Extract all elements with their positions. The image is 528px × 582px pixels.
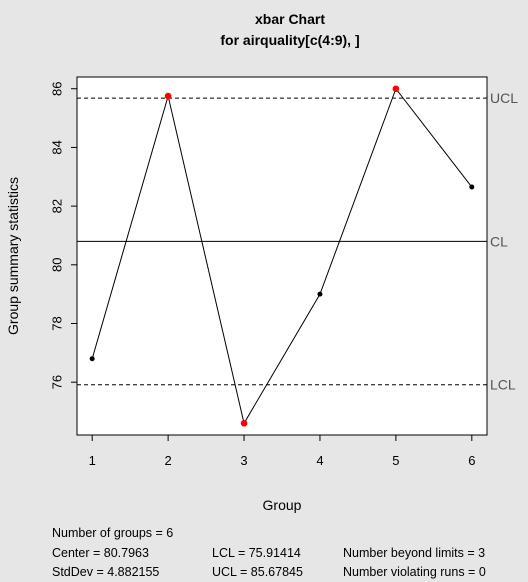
- chart-subtitle: for airquality[c(4:9), ]: [220, 32, 359, 48]
- x-tick-label: 6: [468, 453, 475, 468]
- stats-groups: Number of groups = 6: [52, 526, 174, 540]
- data-point: [164, 92, 172, 100]
- data-point: [89, 356, 95, 362]
- data-point: [240, 419, 248, 427]
- x-axis-label: Group: [263, 497, 302, 513]
- stats-ucl: UCL = 85.67845: [212, 565, 303, 579]
- stats-violating-runs: Number violating runs = 0: [343, 565, 486, 579]
- chart-title: xbar Chart: [255, 11, 325, 27]
- y-axis-label: Group summary statistics: [5, 177, 21, 335]
- y-tick-label: 86: [50, 82, 65, 96]
- x-tick-label: 5: [392, 453, 399, 468]
- stats-beyond-limits: Number beyond limits = 3: [343, 546, 486, 560]
- x-tick-label: 4: [316, 453, 323, 468]
- y-tick-label: 84: [50, 140, 65, 154]
- x-tick-label: 3: [240, 453, 247, 468]
- stats-center: Center = 80.7963: [52, 546, 149, 560]
- cl-label: CL: [490, 233, 508, 249]
- series-line: [91, 87, 473, 425]
- y-tick-label: 82: [50, 199, 65, 213]
- y-tick-label: 80: [50, 258, 65, 272]
- lcl-label: LCL: [490, 377, 516, 393]
- x-tick-label: 2: [164, 453, 171, 468]
- plot-area: [76, 76, 488, 436]
- y-tick-label: 76: [50, 375, 65, 389]
- x-tick-label: 1: [89, 453, 96, 468]
- stats-stddev: StdDev = 4.882155: [52, 565, 160, 579]
- data-point: [317, 291, 323, 297]
- y-tick-label: 78: [50, 316, 65, 330]
- stats-lcl: LCL = 75.91414: [212, 546, 301, 560]
- data-point: [392, 85, 400, 93]
- ucl-label: UCL: [490, 90, 518, 106]
- data-point: [469, 184, 475, 190]
